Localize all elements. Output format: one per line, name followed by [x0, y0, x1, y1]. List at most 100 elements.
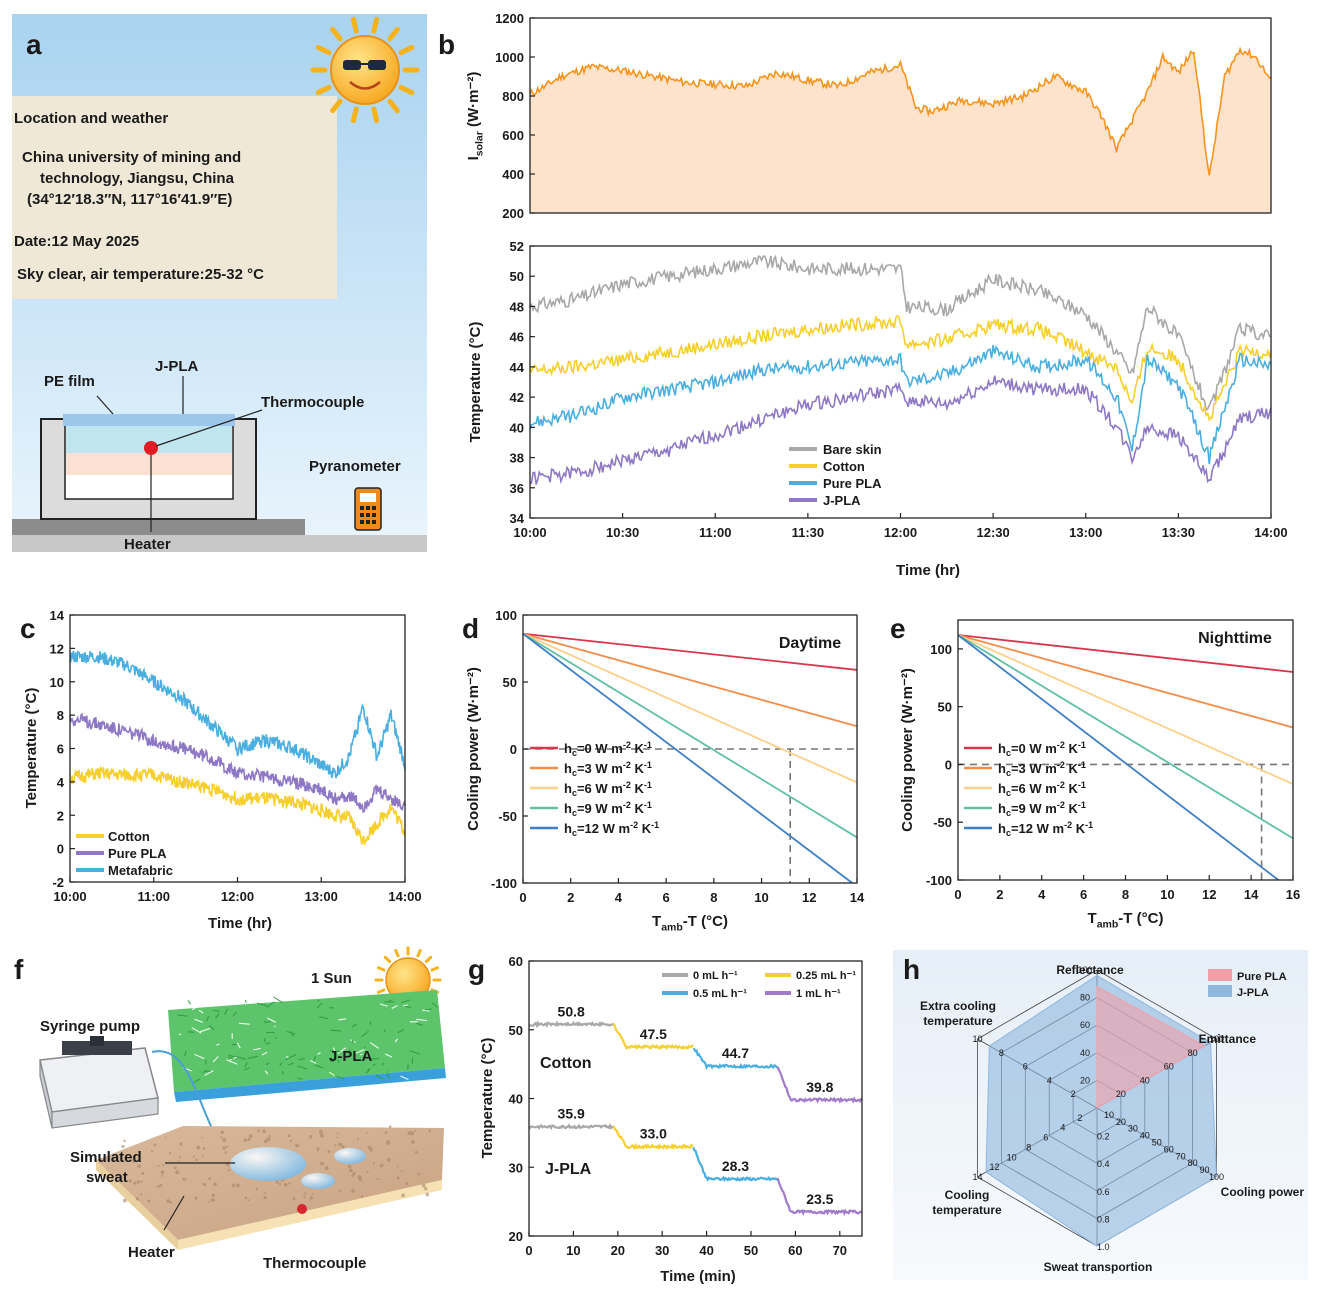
e-xlabel-sub: amb: [1097, 919, 1119, 931]
board-speckle: [411, 1140, 415, 1145]
d-legend-label: hc=9 W m-2 K-1: [564, 800, 652, 818]
label-simulated: Simulated: [70, 1149, 142, 1166]
d-legend-h: h: [564, 761, 572, 776]
h-axis-name: Cooling: [945, 1188, 990, 1202]
g-legend-label: 0.5 mL h⁻¹: [693, 988, 747, 1000]
info-sky: Sky clear, air temperature:25-32 °C: [17, 266, 264, 283]
d-legend-k: K: [631, 761, 645, 776]
fiber-stroke: [297, 1077, 303, 1080]
b-top-ylabel-sub: solar: [474, 131, 486, 156]
fiber-stroke: [316, 1002, 323, 1009]
g-jpla-segment: [528, 1123, 615, 1131]
h-axis-name: Sweat transportion: [1044, 1260, 1153, 1274]
board-speckle: [341, 1145, 345, 1149]
board-speckle: [210, 1198, 215, 1202]
h-tick-label: 30: [1128, 1124, 1138, 1134]
fiber-stroke: [285, 1054, 297, 1061]
heater-layer: [66, 453, 232, 475]
board-speckle: [424, 1186, 428, 1191]
d-xtick-label: 4: [615, 890, 623, 905]
fiber-stroke: [297, 1065, 308, 1070]
h-tick-label: 100: [1209, 1034, 1224, 1044]
sweat-droplets: [230, 1147, 366, 1189]
g-ytick-label: 30: [509, 1160, 523, 1175]
fiber-stroke: [187, 1031, 195, 1033]
board-speckle: [357, 1175, 362, 1180]
b-bottom-xtick-label: 10:30: [606, 525, 639, 540]
d-legend-val: =12 W m: [577, 821, 630, 836]
board-speckle: [365, 1131, 368, 1134]
h-area-pure-pla: [1096, 985, 1206, 1109]
board-speckle: [211, 1193, 216, 1198]
test-setup-diagram: PE film J-PLA Thermocouple Pyranometer H…: [12, 358, 427, 553]
board-speckle: [417, 1172, 421, 1176]
e-legend-label: hc=9 W m-2 K-1: [998, 800, 1086, 818]
board-speckle: [169, 1200, 173, 1204]
c-legend-label: Cotton: [108, 829, 150, 844]
sun-ray: [387, 98, 400, 114]
info-line1: China university of mining and: [22, 149, 241, 166]
h-tick-label: 90: [1200, 1165, 1210, 1175]
board-speckle: [304, 1192, 307, 1195]
e-legend-label: hc=0 W m-2 K-1: [998, 740, 1086, 758]
e-line-hc=6: [957, 634, 1294, 785]
fiber-stroke: [407, 1064, 409, 1071]
thermocouple-dot-f: [297, 1204, 307, 1214]
e-legend-c: c: [1006, 788, 1011, 798]
fiber-stroke: [226, 1059, 238, 1065]
sun-ray: [424, 955, 433, 964]
g-xtick-label: 70: [833, 1243, 847, 1258]
board-speckle: [233, 1183, 236, 1186]
d-ylabel: Cooling power (W·m⁻²): [465, 667, 482, 831]
sun-ray: [430, 966, 440, 972]
c-series-pure-pla: [69, 712, 406, 814]
c-ytick-label: 6: [57, 742, 64, 757]
b-bottom-xlabel: Time (hr): [896, 562, 960, 579]
board-speckle: [366, 1171, 369, 1174]
sun-icon: [310, 16, 420, 124]
board-speckle: [201, 1137, 204, 1139]
fiber-stroke: [338, 1018, 347, 1021]
d-legend-val: =9 W m: [577, 801, 623, 816]
e-legend-h: h: [998, 821, 1006, 836]
fiber-stroke: [177, 1014, 188, 1017]
c-xtick-label: 14:00: [388, 889, 421, 904]
board-speckle: [195, 1158, 198, 1162]
b-bottom-ylabel: Temperature (°C): [467, 322, 484, 443]
d-legend-val: =3 W m: [577, 761, 623, 776]
fiber-stroke: [379, 1003, 388, 1007]
board-speckle: [283, 1183, 288, 1187]
d-legend-k: K: [631, 781, 645, 796]
g-label-cotton: Cotton: [540, 1055, 592, 1072]
panel-a: a Location and weather China university …: [12, 14, 427, 553]
fiber-stroke: [244, 1061, 248, 1068]
board-speckle: [379, 1163, 384, 1168]
fiber-stroke: [375, 1075, 384, 1079]
fiber-stroke: [351, 1023, 358, 1028]
pe-film-layer: [63, 414, 235, 426]
h-tick-label: 80: [1188, 1048, 1198, 1058]
fiber-stroke: [384, 1053, 393, 1058]
fiber-stroke: [194, 1053, 205, 1060]
h-axis-name: Extra cooling: [920, 999, 996, 1013]
h-legend-swatch: [1208, 985, 1232, 997]
b-top-ytick-label: 400: [502, 167, 524, 182]
e-legend-exp1: -2: [1057, 760, 1065, 770]
fiber-stroke: [310, 1060, 317, 1064]
fiber-stroke: [285, 1056, 290, 1059]
board-speckle: [303, 1196, 306, 1199]
c-ytick-label: 2: [57, 808, 64, 823]
fiber-stroke: [330, 1029, 341, 1032]
b-bottom-ytick-label: 38: [510, 451, 524, 466]
e-legend-val: =0 W m: [1011, 741, 1057, 756]
b-top-ytick-label: 1000: [495, 50, 524, 65]
board-speckle: [327, 1150, 331, 1154]
d-legend-h: h: [564, 781, 572, 796]
h-tick-label: 4: [1047, 1075, 1052, 1085]
info-title: Location and weather: [14, 110, 168, 127]
board-speckle: [334, 1144, 337, 1147]
board-speckle: [133, 1181, 137, 1185]
info-line2: technology, Jiangsu, China: [40, 170, 235, 187]
d-legend-exp2: -1: [644, 740, 652, 750]
g-cotton-value-label: 44.7: [722, 1045, 749, 1061]
